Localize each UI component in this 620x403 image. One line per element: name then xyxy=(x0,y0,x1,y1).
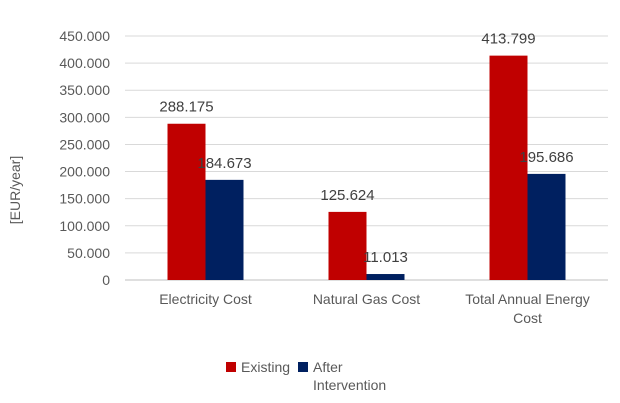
y-tick-label: 50.000 xyxy=(67,245,110,261)
data-label: 413.799 xyxy=(481,31,535,48)
y-tick-label: 150.000 xyxy=(59,191,110,207)
y-axis-label: [EUR/year] xyxy=(7,156,23,224)
category-label: Total Annual Energy xyxy=(465,291,590,307)
y-tick-label: 400.000 xyxy=(59,55,110,71)
data-labels: 288.175 184.673 125.624 11.013 413.799 195.68… xyxy=(159,31,573,266)
bar xyxy=(527,173,566,280)
legend-item-after-intervention: After Intervention xyxy=(298,358,387,394)
legend-swatch-existing xyxy=(226,362,236,372)
category-label: Electricity Cost xyxy=(159,291,252,307)
bar xyxy=(489,55,528,281)
data-label: 125.624 xyxy=(320,187,374,204)
y-tick-label: 250.000 xyxy=(59,136,110,152)
data-label: 184.673 xyxy=(197,155,251,172)
legend: Existing After Intervention xyxy=(226,358,387,394)
y-tick-label: 300.000 xyxy=(59,109,110,125)
y-tick-label: 0 xyxy=(102,272,110,288)
bar xyxy=(366,274,405,280)
y-tick-label: 450.000 xyxy=(59,28,110,44)
bar xyxy=(167,123,206,280)
category-label: Natural Gas Cost xyxy=(313,291,420,307)
y-tick-labels: 0 50.000 100.000 150.000 200.000 250.000 300.0… xyxy=(59,28,110,288)
legend-label-after-intervention: After Intervention xyxy=(313,359,387,393)
legend-label-existing: Existing xyxy=(241,359,291,375)
bar xyxy=(328,211,367,280)
y-tick-label: 200.000 xyxy=(59,164,110,180)
category-label: Cost xyxy=(513,310,542,326)
data-label: 288.175 xyxy=(159,99,213,116)
legend-item-existing: Existing xyxy=(226,358,290,376)
y-tick-label: 350.000 xyxy=(59,82,110,98)
bars xyxy=(167,55,566,281)
bar xyxy=(205,179,244,280)
category-labels: Electricity Cost Natural Gas Cost Total An… xyxy=(159,291,590,326)
legend-swatch-after-intervention xyxy=(298,362,309,372)
y-tick-label: 100.000 xyxy=(59,218,110,234)
data-label: 11.013 xyxy=(363,249,408,266)
data-label: 195.686 xyxy=(519,149,573,166)
